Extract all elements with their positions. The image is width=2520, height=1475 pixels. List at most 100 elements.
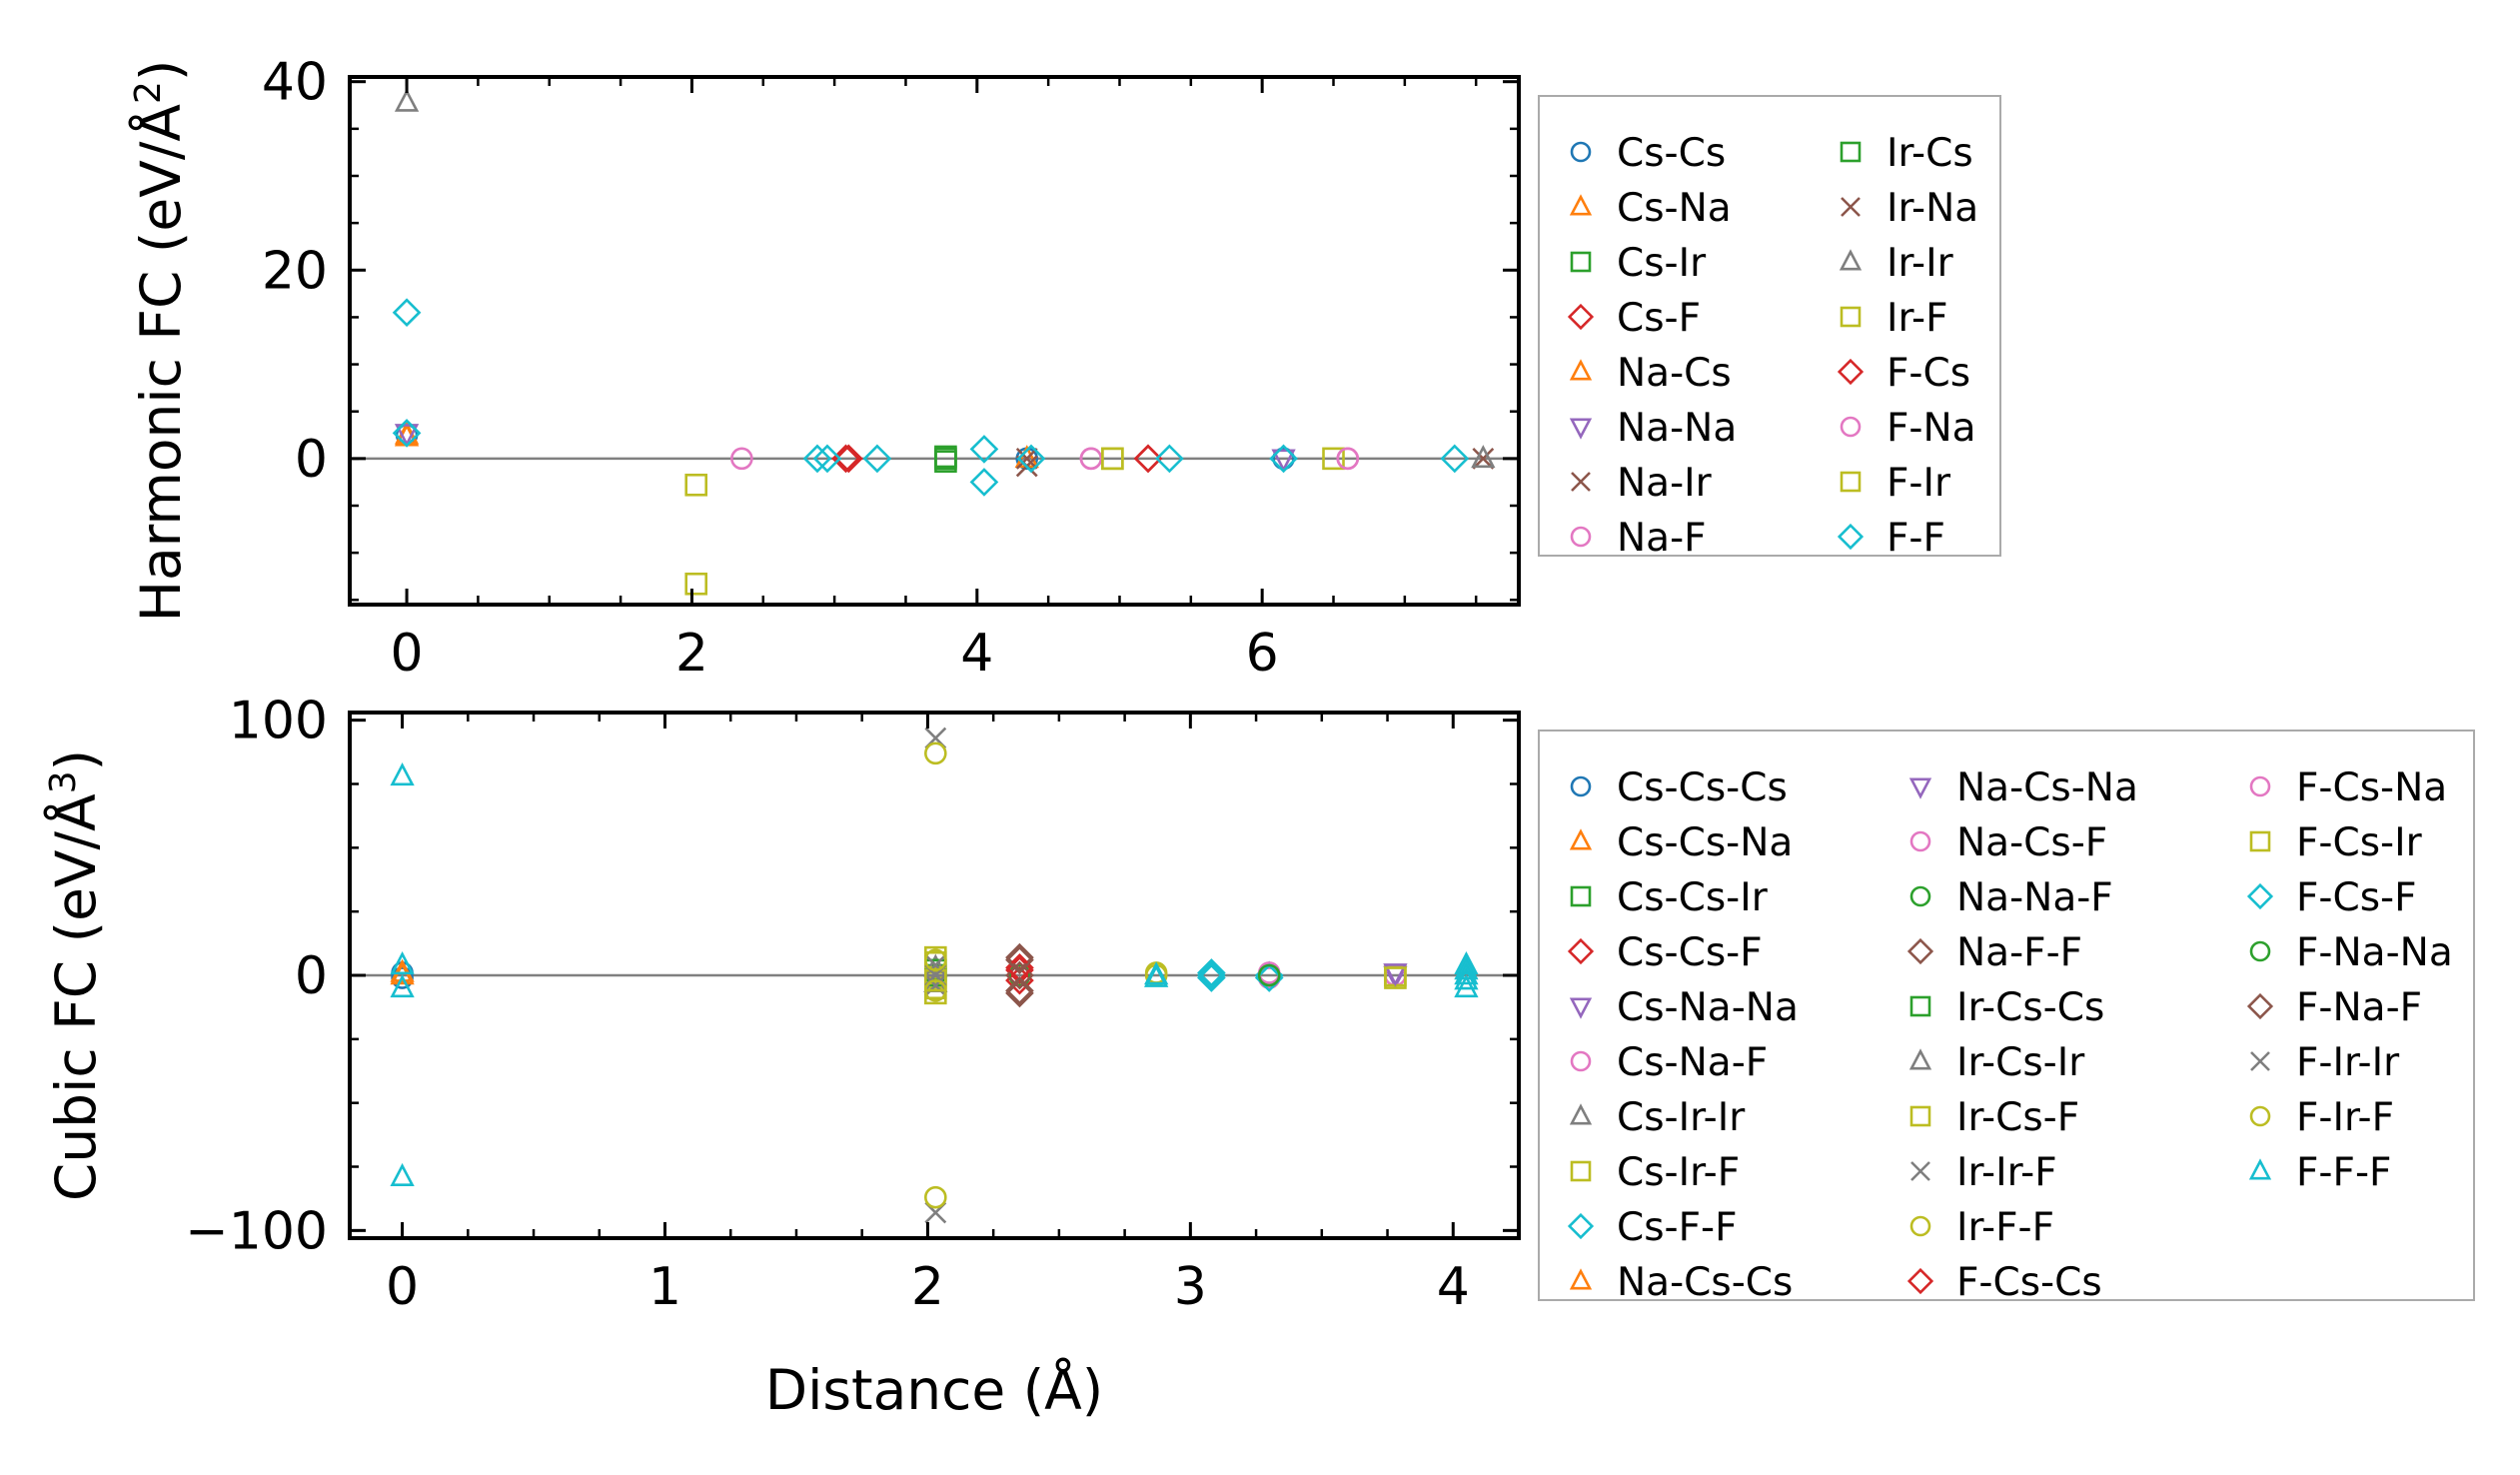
harmonic-y-axis-label: Harmonic FC (eV/Å2) bbox=[128, 60, 194, 623]
c-y-tick-label: 0 bbox=[295, 946, 328, 1006]
legend-marker-f-ir-ir bbox=[2250, 1051, 2270, 1071]
point-f-cs bbox=[834, 444, 863, 474]
point-ir-f bbox=[684, 572, 708, 596]
legend-label-f-ir-ir: F-Ir-Ir bbox=[2296, 1040, 2400, 1085]
point-f-ir-f bbox=[924, 979, 947, 1002]
harmonic-y-axis-label-sup: 2 bbox=[128, 81, 169, 104]
legend-label-na-cs-na: Na-Cs-Na bbox=[1956, 765, 2138, 810]
point-ir-na bbox=[1015, 447, 1038, 470]
legend-marker-f-ir-f bbox=[2249, 1105, 2271, 1127]
point-f-f-f bbox=[1454, 966, 1479, 990]
legend-marker-f-na-f bbox=[2246, 992, 2274, 1020]
legend-label-cs-cs-ir: Cs-Cs-Ir bbox=[1617, 875, 1769, 920]
point-f-f-f bbox=[390, 1162, 415, 1187]
point-na-cs-cs bbox=[390, 958, 415, 982]
point-f-na-f bbox=[1005, 945, 1034, 975]
legend-label-na-na: Na-Na bbox=[1617, 406, 1737, 451]
point-cs-f bbox=[831, 444, 860, 474]
point-f-cs bbox=[1133, 444, 1163, 474]
legend-label-cs-cs: Cs-Cs bbox=[1617, 131, 1726, 176]
point-f-ir bbox=[1101, 447, 1124, 471]
legend-marker-cs-ir bbox=[1570, 251, 1592, 273]
point-ir-f-f bbox=[924, 741, 947, 765]
legend-marker-cs-cs-f bbox=[1567, 937, 1595, 965]
legend-marker-f-cs bbox=[1837, 358, 1865, 386]
legend-label-ir-ir-f: Ir-Ir-F bbox=[1956, 1150, 2057, 1195]
legend-label-ir-ir: Ir-Ir bbox=[1887, 241, 1954, 286]
legend-label-f-na-na: F-Na-Na bbox=[2296, 930, 2453, 975]
point-f-na-f bbox=[1005, 975, 1034, 1005]
harmonic-y-axis-label-tail: ) bbox=[129, 60, 193, 81]
point-f-f bbox=[392, 419, 422, 448]
x-axis-label: Distance (Å) bbox=[765, 1357, 1104, 1422]
h-x-tick-label: 0 bbox=[391, 624, 424, 684]
point-f-f bbox=[1440, 444, 1470, 474]
legend-label-cs-f-f: Cs-F-F bbox=[1617, 1205, 1738, 1250]
legend-marker-cs-na-f bbox=[1570, 1050, 1592, 1072]
h-x-tick-label: 4 bbox=[960, 624, 993, 684]
legend-marker-f-cs-ir bbox=[2249, 830, 2271, 852]
h-legend-box bbox=[1538, 95, 2001, 557]
legend-marker-ir-f bbox=[1840, 306, 1862, 328]
point-f-f-f bbox=[1454, 961, 1479, 985]
cubic-y-axis-label-main: Cubic FC (eV/Å bbox=[43, 793, 108, 1201]
legend-marker-ir-cs-cs bbox=[1909, 995, 1931, 1017]
legend-label-f-cs-ir: F-Cs-Ir bbox=[2296, 820, 2423, 865]
point-f-cs-ir bbox=[1384, 966, 1407, 989]
point-na-f bbox=[730, 447, 753, 471]
legend-marker-ir-cs-ir bbox=[1908, 1048, 1932, 1070]
point-f-cs-f bbox=[1254, 963, 1284, 992]
c-x-tick-label: 2 bbox=[911, 1257, 944, 1317]
legend-label-cs-na: Cs-Na bbox=[1617, 186, 1732, 231]
legend-label-f-cs-f: F-Cs-F bbox=[2296, 875, 2417, 920]
c-y-tick-label: 100 bbox=[229, 692, 328, 751]
point-f-f bbox=[969, 468, 999, 497]
c-x-tick-label: 1 bbox=[648, 1257, 681, 1317]
legend-marker-f-cs-f bbox=[2246, 882, 2274, 910]
point-ir-f bbox=[1322, 447, 1345, 471]
point-na-na bbox=[1271, 449, 1296, 473]
c-legend-box bbox=[1538, 730, 2475, 1301]
point-f-na bbox=[1079, 447, 1103, 471]
point-f-na-na bbox=[1257, 963, 1281, 987]
h-x-tick-label: 6 bbox=[1246, 624, 1279, 684]
h-x-tick-label: 2 bbox=[675, 624, 708, 684]
legend-marker-na-f-f bbox=[1906, 937, 1934, 965]
legend-label-ir-cs-ir: Ir-Cs-Ir bbox=[1956, 1040, 2085, 1085]
legend-marker-ir-ir-f bbox=[1910, 1161, 1930, 1181]
legend-label-na-cs-cs: Na-Cs-Cs bbox=[1617, 1260, 1793, 1305]
legend-label-f-ir-f: F-Ir-F bbox=[2296, 1095, 2394, 1140]
legend-label-f-ir: F-Ir bbox=[1887, 461, 1951, 506]
point-na-cs-na bbox=[1383, 963, 1408, 987]
legend-label-na-cs-f: Na-Cs-F bbox=[1956, 820, 2107, 865]
legend-label-ir-cs-cs: Ir-Cs-Cs bbox=[1956, 985, 2104, 1030]
c-x-tick-label: 3 bbox=[1174, 1257, 1207, 1317]
legend-marker-na-cs-f bbox=[1909, 830, 1931, 852]
point-f-f bbox=[1016, 444, 1046, 474]
legend-label-na-na-f: Na-Na-F bbox=[1956, 875, 2113, 920]
point-ir-ir bbox=[394, 88, 420, 112]
point-f-f-f bbox=[390, 762, 415, 786]
legend-label-ir-cs: Ir-Cs bbox=[1887, 131, 1973, 176]
legend-label-na-cs: Na-Cs bbox=[1617, 351, 1732, 396]
legend-marker-cs-ir-f bbox=[1570, 1160, 1592, 1182]
point-cs-f-f bbox=[1197, 960, 1226, 990]
legend-marker-cs-cs-na bbox=[1569, 828, 1593, 850]
legend-marker-cs-na bbox=[1569, 194, 1593, 216]
c-x-tick-label: 0 bbox=[386, 1257, 419, 1317]
point-f-f bbox=[392, 298, 422, 328]
legend-marker-cs-na-na bbox=[1569, 997, 1593, 1019]
legend-marker-f-na bbox=[1840, 416, 1862, 438]
point-ir-f-f bbox=[924, 1185, 947, 1209]
legend-marker-cs-cs bbox=[1570, 141, 1592, 163]
legend-label-ir-cs-f: Ir-Cs-F bbox=[1956, 1095, 2079, 1140]
cubic-y-axis-label: Cubic FC (eV/Å3) bbox=[43, 749, 109, 1201]
legend-label-na-f: Na-F bbox=[1617, 516, 1707, 561]
point-f-f-f bbox=[390, 973, 415, 998]
legend-label-f-f-f: F-F-F bbox=[2296, 1150, 2391, 1195]
legend-marker-cs-ir-ir bbox=[1569, 1103, 1593, 1125]
point-ir-cs bbox=[934, 447, 957, 471]
